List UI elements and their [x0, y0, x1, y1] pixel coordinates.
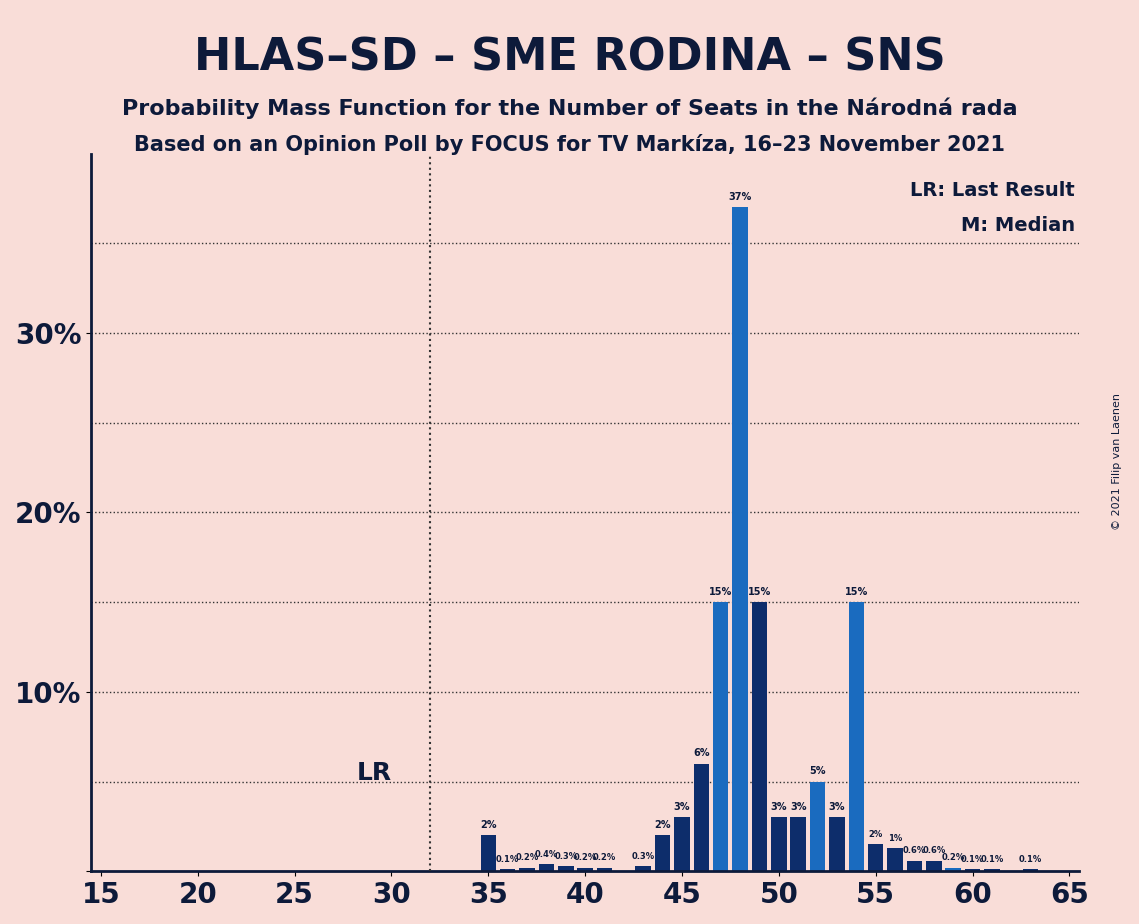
Text: 0.1%: 0.1%	[981, 855, 1003, 864]
Bar	[945, 868, 961, 871]
Text: 3%: 3%	[790, 802, 806, 812]
Bar	[887, 848, 903, 871]
Bar	[577, 868, 593, 871]
Text: 0.2%: 0.2%	[593, 853, 616, 862]
Bar	[655, 835, 671, 871]
Text: 3%: 3%	[829, 802, 845, 812]
Text: 15%: 15%	[845, 587, 868, 597]
Bar	[868, 845, 884, 871]
Bar	[519, 868, 535, 871]
Text: 15%: 15%	[710, 587, 732, 597]
Text: M: Median: M: Median	[961, 216, 1075, 236]
Text: 5%: 5%	[810, 766, 826, 776]
Text: 6%: 6%	[694, 748, 710, 759]
Text: 0.6%: 0.6%	[923, 846, 945, 855]
Bar	[539, 864, 555, 871]
Text: LR: Last Result: LR: Last Result	[910, 180, 1075, 200]
Bar	[907, 860, 923, 871]
Text: 0.1%: 0.1%	[961, 855, 984, 864]
Text: Based on an Opinion Poll by FOCUS for TV Markíza, 16–23 November 2021: Based on an Opinion Poll by FOCUS for TV…	[134, 134, 1005, 155]
Text: 0.2%: 0.2%	[942, 853, 965, 862]
Text: 3%: 3%	[771, 802, 787, 812]
Text: © 2021 Filip van Laenen: © 2021 Filip van Laenen	[1112, 394, 1122, 530]
Text: HLAS–SD – SME RODINA – SNS: HLAS–SD – SME RODINA – SNS	[194, 37, 945, 80]
Bar	[597, 868, 613, 871]
Text: 0.3%: 0.3%	[632, 852, 655, 860]
Bar	[1023, 869, 1039, 871]
Bar	[810, 782, 826, 871]
Bar	[790, 818, 806, 871]
Text: 2%: 2%	[655, 820, 671, 830]
Text: Probability Mass Function for the Number of Seats in the Národná rada: Probability Mass Function for the Number…	[122, 97, 1017, 118]
Bar	[481, 835, 497, 871]
Text: 2%: 2%	[480, 820, 497, 830]
Text: 0.3%: 0.3%	[555, 852, 577, 860]
Text: 1%: 1%	[888, 833, 902, 843]
Bar	[674, 818, 690, 871]
Bar	[965, 869, 981, 871]
Text: 37%: 37%	[729, 192, 752, 202]
Bar	[849, 602, 865, 871]
Bar	[694, 763, 710, 871]
Text: 0.2%: 0.2%	[574, 853, 597, 862]
Bar	[636, 866, 652, 871]
Text: 0.4%: 0.4%	[535, 850, 558, 858]
Bar	[713, 602, 729, 871]
Text: 0.2%: 0.2%	[516, 853, 539, 862]
Text: LR: LR	[357, 760, 392, 784]
Bar	[829, 818, 845, 871]
Bar	[926, 860, 942, 871]
Text: 0.1%: 0.1%	[1019, 855, 1042, 864]
Bar	[500, 869, 516, 871]
Bar	[558, 866, 574, 871]
Text: 3%: 3%	[674, 802, 690, 812]
Text: 2%: 2%	[869, 830, 883, 839]
Text: 0.6%: 0.6%	[903, 846, 926, 855]
Bar	[771, 818, 787, 871]
Bar	[752, 602, 768, 871]
Bar	[984, 869, 1000, 871]
Bar	[732, 207, 748, 871]
Text: 0.1%: 0.1%	[495, 855, 519, 864]
Text: 15%: 15%	[748, 587, 771, 597]
